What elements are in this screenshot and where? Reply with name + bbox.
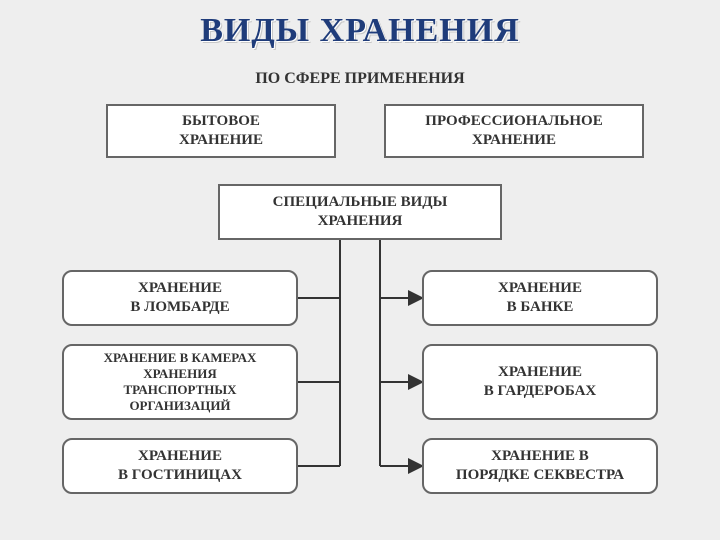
node-l2: ХРАНЕНИЕ В КАМЕРАХХРАНЕНИЯТРАНСПОРТНЫХОР… (62, 344, 298, 420)
diagram-stage: ВИДЫ ХРАНЕНИЯ ПО СФЕРЕ ПРИМЕНЕНИЯ БЫТОВО… (0, 0, 720, 540)
node-center: СПЕЦИАЛЬНЫЕ ВИДЫХРАНЕНИЯ (218, 184, 502, 240)
node-top_left: БЫТОВОЕХРАНЕНИЕ (106, 104, 336, 158)
node-r3: ХРАНЕНИЕ ВПОРЯДКЕ СЕКВЕСТРА (422, 438, 658, 494)
page-subtitle: ПО СФЕРЕ ПРИМЕНЕНИЯ (0, 70, 720, 88)
node-l1: ХРАНЕНИЕВ ЛОМБАРДЕ (62, 270, 298, 326)
node-l3: ХРАНЕНИЕВ ГОСТИНИЦАХ (62, 438, 298, 494)
page-title: ВИДЫ ХРАНЕНИЯ (0, 12, 720, 50)
node-r2: ХРАНЕНИЕВ ГАРДЕРОБАХ (422, 344, 658, 420)
node-top_right: ПРОФЕССИОНАЛЬНОЕХРАНЕНИЕ (384, 104, 644, 158)
node-r1: ХРАНЕНИЕВ БАНКЕ (422, 270, 658, 326)
